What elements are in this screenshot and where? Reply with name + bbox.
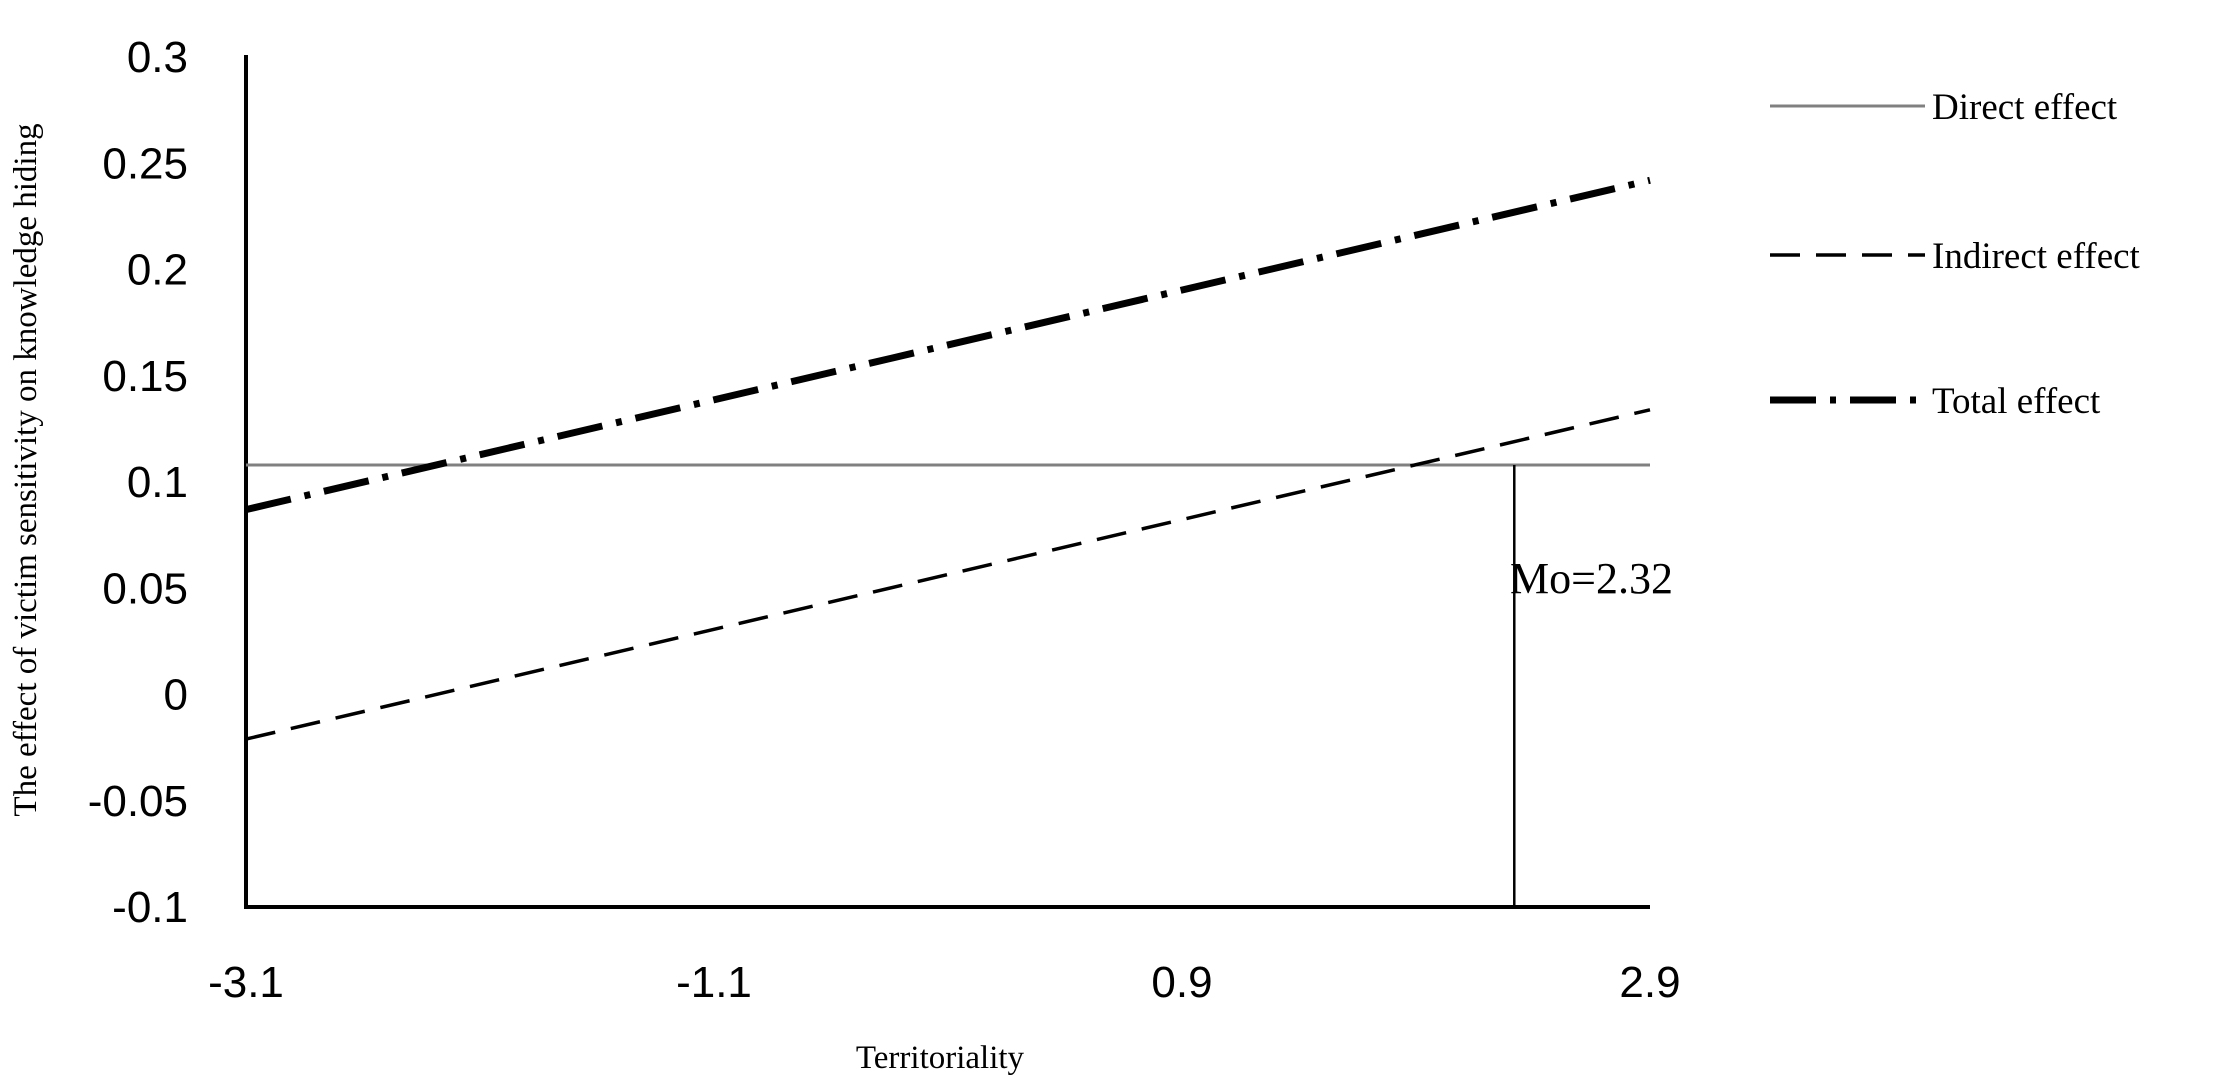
y-tick-label: 0: [164, 671, 188, 720]
x-tick-label: -3.1: [208, 958, 284, 1007]
x-tick-label: 2.9: [1619, 958, 1680, 1007]
legend-label: Total effect: [1932, 381, 2101, 422]
y-tick-label: 0.3: [127, 33, 188, 82]
y-axis-title: The effect of victim sensitivity on know…: [8, 123, 44, 816]
series-line-indirect-effect: [245, 408, 1651, 741]
x-tick-label: 0.9: [1151, 958, 1212, 1007]
y-tick-label: 0.2: [127, 246, 188, 295]
tick-labels: -0.1 -0.05 0 0.05 0.1 0.15 0.2 0.25 0.3 -3.1 -1.1 0…: [88, 33, 1681, 1007]
series-lines: [245, 176, 1651, 741]
legend-label: Indirect effect: [1932, 236, 2141, 277]
y-tick-label: -0.05: [88, 777, 188, 826]
y-tick-label: 0.15: [102, 352, 188, 401]
annotations: Mo=2.32: [1510, 465, 1673, 907]
y-tick-label: -0.1: [112, 883, 188, 932]
y-tick-label: 0.05: [102, 564, 188, 613]
annotation-label: Mo=2.32: [1510, 554, 1673, 603]
y-tick-label: 0.25: [102, 139, 188, 188]
y-tick-label: 0.1: [127, 458, 188, 507]
legend-label: Direct effect: [1932, 87, 2118, 128]
series-line-total-effect: [245, 176, 1651, 514]
x-axis-title: Territoriality: [856, 1040, 1025, 1076]
axes: [244, 55, 1650, 909]
x-tick-label: -1.1: [676, 958, 752, 1007]
legend: Direct effect Indirect effect Total effect: [1770, 87, 2141, 422]
